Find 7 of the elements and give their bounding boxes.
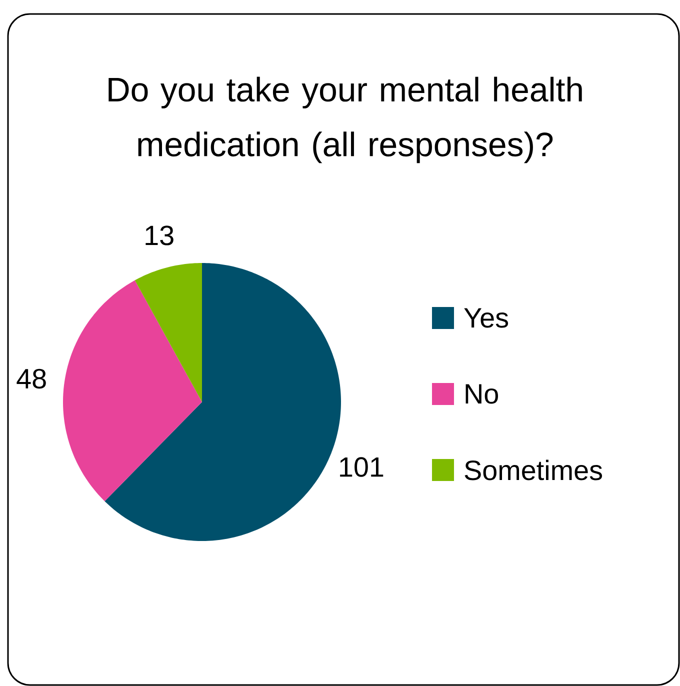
chart-title: Do you take your mental health medication (all responses)?	[108, 76, 582, 164]
legend-label: Sometimes	[464, 460, 602, 480]
data-label: 101	[340, 457, 384, 477]
legend-label: No	[466, 384, 498, 404]
data-label: 13	[146, 226, 174, 246]
legend-label: Yes	[464, 308, 508, 328]
data-label: 48	[16, 368, 46, 389]
